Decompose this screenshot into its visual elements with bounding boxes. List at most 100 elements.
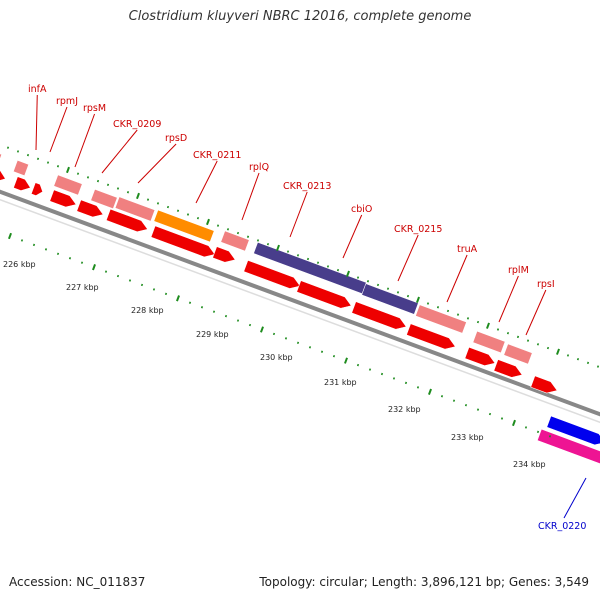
major-tick [556,348,560,355]
gene-block [472,330,506,354]
minor-tick [86,176,90,179]
gene-arrow [105,208,149,233]
gene-block [53,174,83,196]
major-tick [416,296,420,303]
genome-backbone [0,189,600,424]
minor-tick [96,179,100,183]
topology-text: Topology: circular; Length: 3,896,121 bp… [259,575,589,589]
minor-tick [248,323,252,327]
minor-tick [196,216,200,220]
kbp-label: 231 kbp [324,378,357,387]
minor-tick [406,294,410,298]
gene-label-leader [101,129,138,174]
gene-label: rpsD [165,133,187,144]
minor-tick [332,354,336,358]
gene-feature [361,283,419,315]
gene-feature [153,209,215,243]
minor-tick [426,302,430,305]
gene-label: rpmJ [56,96,78,107]
minor-tick [356,276,360,279]
minor-tick [116,274,120,278]
major-tick [260,326,264,333]
minor-tick [546,346,550,350]
minor-tick [488,412,492,416]
minor-tick [6,146,10,149]
minor-tick [436,306,440,309]
gene-feature [472,330,506,354]
minor-tick [46,161,50,164]
minor-tick [386,287,390,290]
major-tick [512,419,516,427]
backbone-line-inner [0,198,600,424]
map-title: Clostridium kluyveri NBRC 12016, complet… [128,9,472,24]
gene-arrow [351,301,407,330]
minor-tick [326,265,330,268]
gene-label: CKR_0213 [283,181,331,192]
gene-features [0,149,600,468]
minor-tick [68,257,72,260]
gene-feature [243,259,301,289]
gene-label-leader [195,160,218,204]
minor-tick [404,381,408,385]
gene-label: CKR_0215 [394,224,442,235]
minor-tick [176,209,180,212]
minor-tick [576,357,580,361]
gene-feature [114,196,156,222]
kbp-label: 228 kbp [131,306,164,315]
gene-feature [212,246,236,263]
minor-tick [246,235,250,238]
kbp-label: 230 kbp [260,353,293,362]
gene-label-leader [49,106,68,153]
gene-label-leader [397,234,419,282]
minor-tick [128,279,132,282]
gene-arrow [464,346,496,367]
minor-tick [266,242,270,246]
minor-tick [44,248,48,251]
minor-tick [316,261,320,264]
minor-tick [476,408,480,411]
minor-tick [284,337,288,340]
major-tick [8,232,12,240]
gene-feature [220,230,250,252]
gene-block [153,209,215,243]
minor-tick [392,377,396,380]
gene-label-leader [289,191,308,238]
minor-tick [496,328,500,331]
minor-tick [140,283,144,287]
minor-tick [596,365,600,368]
minor-tick [296,341,300,345]
minor-tick [308,346,312,349]
gene-feature [351,301,407,330]
minor-tick [152,288,156,291]
minor-tick [16,150,20,153]
minor-tick [104,270,108,273]
minor-tick [76,172,80,175]
gene-label: cbiO [351,204,372,215]
kbp-ticks [6,146,600,438]
gene-arrow [30,182,44,196]
minor-tick [524,426,528,429]
minor-tick [500,417,504,420]
minor-tick [116,187,120,190]
gene-block [220,230,250,252]
minor-tick [366,280,370,283]
minor-tick [106,183,110,187]
gene-arrow [150,225,216,258]
gene-label: rplM [508,265,529,276]
gene-block [12,159,30,177]
major-tick [206,218,210,226]
minor-tick [320,350,324,353]
minor-tick [566,354,570,357]
minor-tick [256,239,260,242]
minor-tick [516,335,520,339]
minor-tick [286,250,290,253]
minor-tick [272,332,276,336]
gene-block [536,428,600,468]
minor-tick [236,231,240,235]
kbp-label: 226 kbp [3,260,36,269]
gene-arrow [296,280,352,309]
minor-tick [26,153,30,157]
gene-label: rplQ [249,162,269,173]
minor-tick [32,243,36,247]
major-tick [92,264,96,271]
